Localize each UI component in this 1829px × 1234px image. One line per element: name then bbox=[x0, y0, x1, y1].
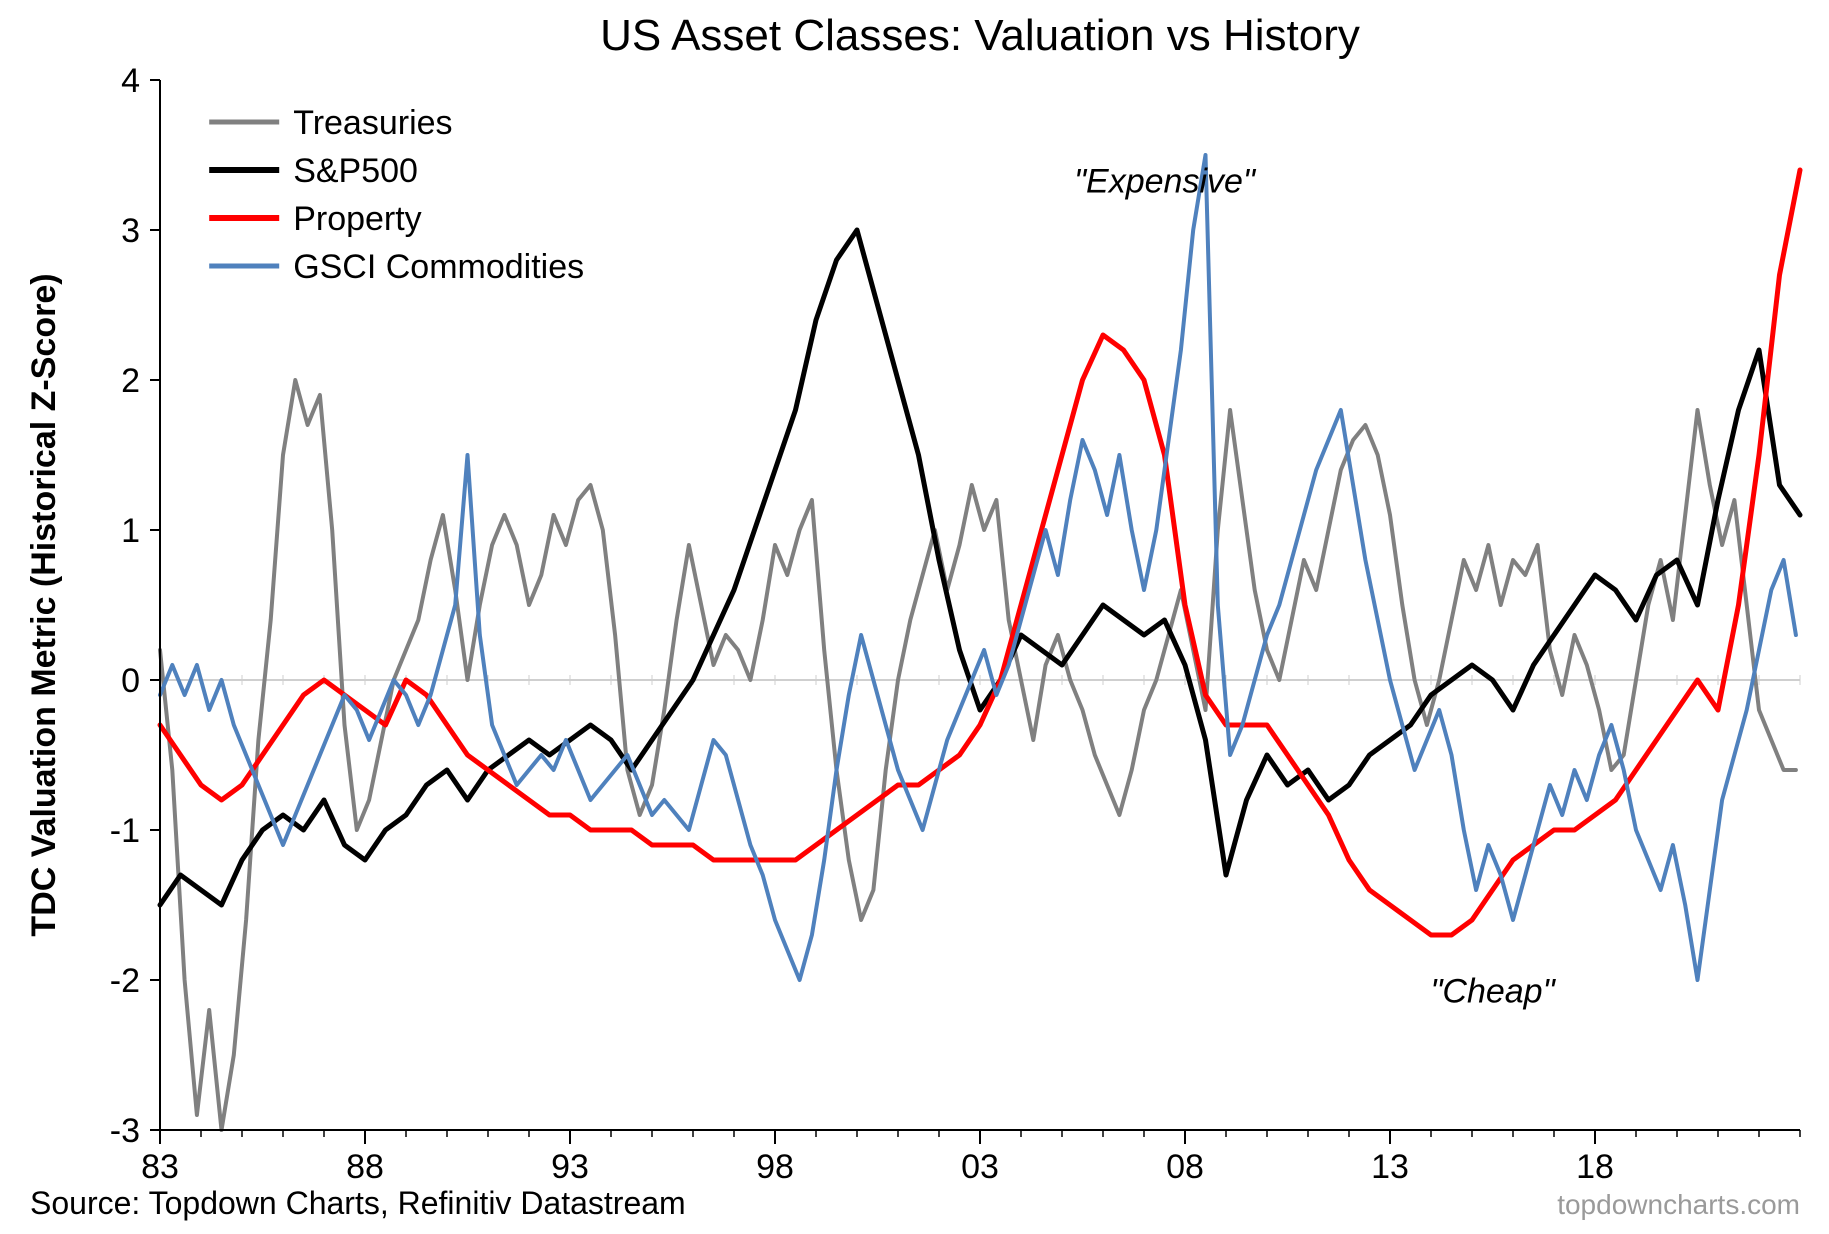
chart-background bbox=[0, 0, 1829, 1234]
chart-title: US Asset Classes: Valuation vs History bbox=[600, 11, 1360, 60]
x-tick-label: 83 bbox=[141, 1148, 179, 1186]
legend-label: S&P500 bbox=[293, 152, 418, 190]
legend-label: Treasuries bbox=[293, 104, 452, 142]
line-chart: US Asset Classes: Valuation vs History -3… bbox=[0, 0, 1829, 1234]
y-tick-label: 3 bbox=[121, 212, 140, 250]
legend-label: Property bbox=[293, 200, 422, 238]
x-tick-label: 08 bbox=[1166, 1148, 1204, 1186]
legend-label: GSCI Commodities bbox=[293, 248, 584, 286]
y-tick-label: 1 bbox=[121, 512, 140, 550]
x-tick-label: 98 bbox=[756, 1148, 794, 1186]
y-tick-label: -2 bbox=[110, 962, 140, 1000]
x-tick-label: 93 bbox=[551, 1148, 589, 1186]
source-caption: Source: Topdown Charts, Refinitiv Datast… bbox=[30, 1185, 686, 1221]
y-axis-label: TDC Valuation Metric (Historical Z-Score… bbox=[25, 273, 63, 936]
chart-annotation: "Cheap" bbox=[1430, 973, 1556, 1011]
x-tick-label: 03 bbox=[961, 1148, 999, 1186]
x-tick-label: 88 bbox=[346, 1148, 384, 1186]
chart-annotation: "Expensive" bbox=[1074, 163, 1257, 201]
chart-container: { "chart": { "type": "line", "title": "U… bbox=[0, 0, 1829, 1234]
y-tick-label: -3 bbox=[110, 1112, 140, 1150]
x-tick-label: 13 bbox=[1371, 1148, 1409, 1186]
y-tick-label: -1 bbox=[110, 812, 140, 850]
y-tick-label: 4 bbox=[121, 62, 140, 100]
y-tick-label: 2 bbox=[121, 362, 140, 400]
y-tick-label: 0 bbox=[121, 662, 140, 700]
x-tick-label: 18 bbox=[1576, 1148, 1614, 1186]
watermark: topdowncharts.com bbox=[1557, 1189, 1800, 1220]
